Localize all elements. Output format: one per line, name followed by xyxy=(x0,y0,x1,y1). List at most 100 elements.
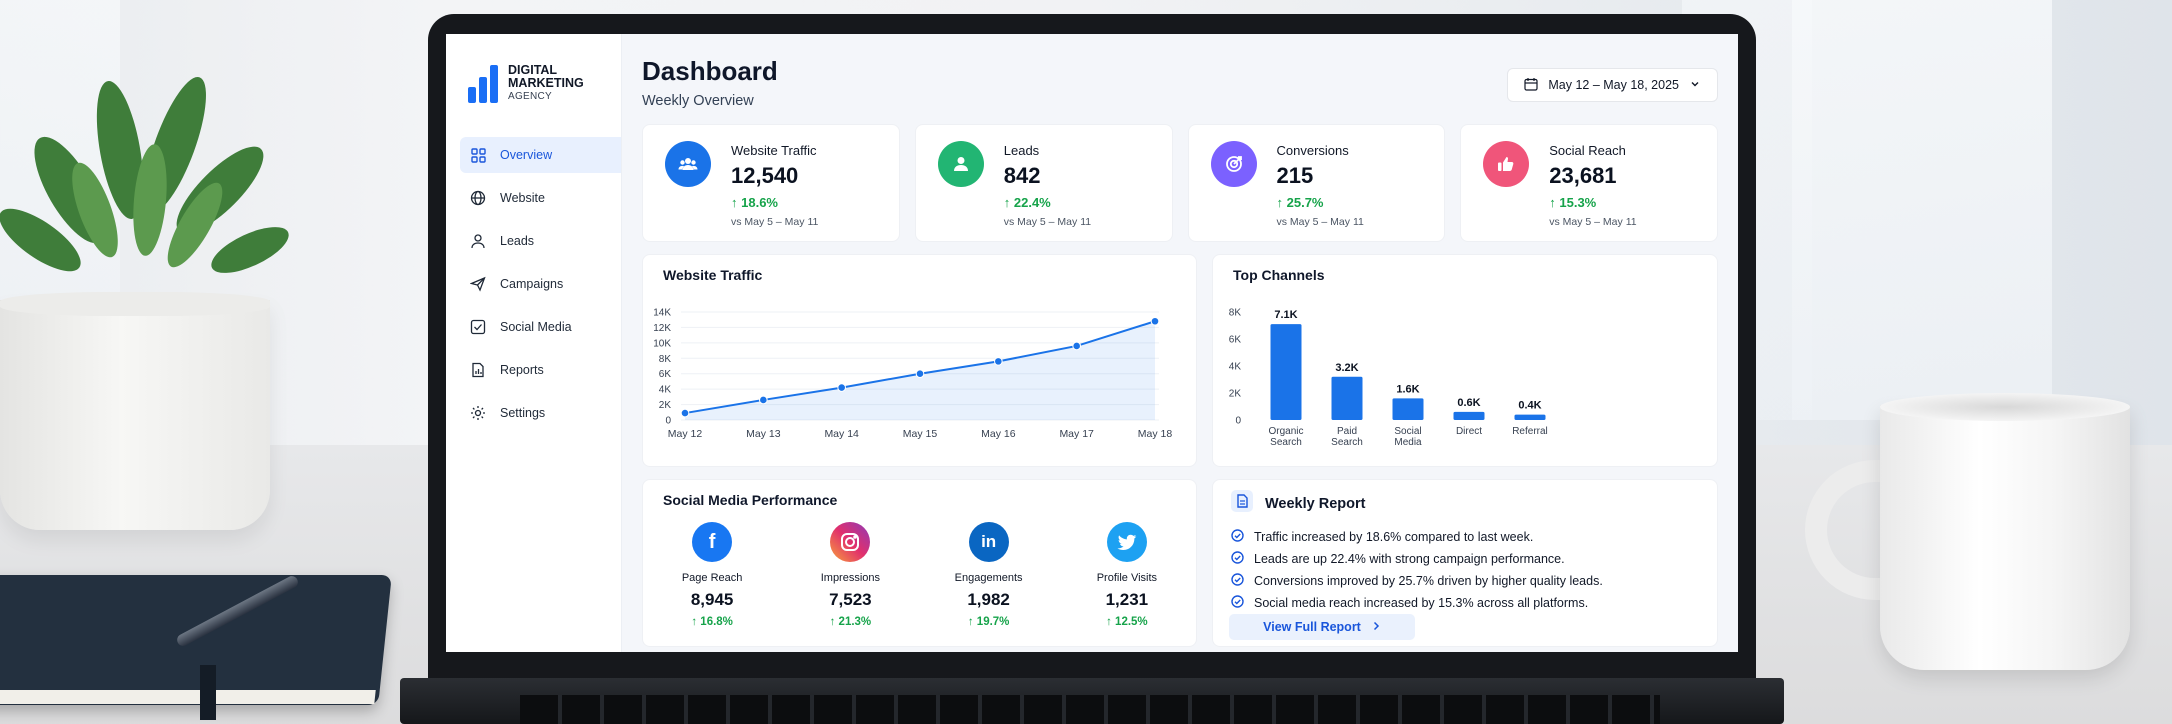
check-circle-icon xyxy=(1231,551,1244,567)
brand-line-1: DIGITAL xyxy=(508,63,558,77)
arrow-up-icon: ↑ xyxy=(1106,616,1116,628)
social-label: Profile Visits xyxy=(1096,572,1158,584)
social-item-facebook[interactable]: f Page Reach 8,945 ↑ 16.8% xyxy=(643,522,781,628)
thumbs-up-icon xyxy=(1483,141,1530,187)
date-range-picker[interactable]: May 12 – May 18, 2025 xyxy=(1507,68,1718,102)
y-tick-label: 0 xyxy=(665,416,671,427)
traffic-area xyxy=(685,321,1155,420)
report-icon xyxy=(470,362,486,378)
x-tick-label: Direct xyxy=(1456,426,1482,437)
y-tick-label: 8K xyxy=(659,354,672,365)
y-tick-label: 14K xyxy=(653,308,671,319)
plant-leaves xyxy=(0,76,289,273)
card-label: Leads xyxy=(1003,143,1040,158)
sidebar-item-overview[interactable]: Overview xyxy=(460,137,621,173)
card-period: vs May 5 – May 11 xyxy=(1003,216,1092,228)
card-period: vs May 5 – May 11 xyxy=(1276,216,1364,228)
check-circle-icon xyxy=(1231,595,1244,611)
arrow-up-icon: ↑ xyxy=(1549,195,1560,210)
bar xyxy=(1392,398,1424,420)
x-tick-label: Organic xyxy=(1268,426,1303,437)
y-tick-label: 6K xyxy=(1229,335,1242,346)
sidebar-item-label: Settings xyxy=(500,406,546,420)
y-tick-label: 4K xyxy=(659,385,672,396)
social-value: 7,523 xyxy=(829,590,872,609)
arrow-up-icon: ↑ xyxy=(1003,195,1014,210)
header: Dashboard Weekly Overview May 12 – May 1… xyxy=(642,34,1718,124)
brand-logo-icon xyxy=(468,64,498,103)
card-label: Conversions xyxy=(1276,143,1349,158)
button-label: View Full Report xyxy=(1263,620,1361,634)
weekly-report-panel: Weekly Report Traffic increased by 18.6%… xyxy=(1212,479,1718,647)
social-item-instagram[interactable]: Impressions 7,523 ↑ 21.3% xyxy=(781,522,919,628)
x-tick-label: May 12 xyxy=(668,428,703,440)
social-item-twitter[interactable]: Profile Visits 1,231 ↑ 12.5% xyxy=(1058,522,1196,628)
view-full-report-button[interactable]: View Full Report xyxy=(1229,614,1415,640)
social-item-linkedin[interactable]: in Engagements 1,982 ↑ 19.7% xyxy=(920,522,1058,628)
bottom-row: Social Media Performance f Page Reach 8,… xyxy=(642,479,1718,647)
card-label: Website Traffic xyxy=(731,143,817,158)
user-icon xyxy=(470,233,486,249)
website-traffic-panel: Website Traffic 0 2K 4K 6K 8K 10K 12K 14K May 12… xyxy=(642,254,1197,467)
x-tick-label: Search xyxy=(1331,437,1363,448)
x-tick-label: Paid xyxy=(1337,426,1357,437)
sidebar-item-website[interactable]: Website xyxy=(460,180,621,216)
card-change: ↑ 25.7% xyxy=(1276,195,1324,210)
list-item: Traffic increased by 18.6% compared to l… xyxy=(1231,526,1603,548)
card-period: vs May 5 – May 11 xyxy=(1549,216,1637,228)
brand-line-3: AGENCY xyxy=(508,91,553,102)
coffee-mug xyxy=(1880,393,2130,670)
facebook-icon: f xyxy=(692,522,733,562)
social-label: Impressions xyxy=(820,572,881,584)
window-light xyxy=(1792,0,2052,420)
y-tick-label: 4K xyxy=(1229,362,1242,373)
y-tick-label: 12K xyxy=(653,323,671,334)
chevron-down-icon xyxy=(1689,78,1701,93)
x-tick-label: Media xyxy=(1394,437,1422,448)
data-label: 0.4K xyxy=(1518,400,1541,412)
keyboard xyxy=(520,695,1660,724)
charts-row: Website Traffic 0 2K 4K 6K 8K 10K 12K 14K May 12… xyxy=(642,254,1718,467)
list-item: Leads are up 22.4% with strong campaign … xyxy=(1231,548,1603,570)
page-title: Dashboard xyxy=(642,56,778,86)
sidebar-item-label: Social Media xyxy=(500,320,572,334)
sidebar-item-campaigns[interactable]: Campaigns xyxy=(460,266,621,302)
bar xyxy=(1331,376,1363,420)
x-tick-label: Social xyxy=(1394,426,1421,437)
target-icon xyxy=(1210,141,1257,187)
sidebar-item-label: Leads xyxy=(500,234,535,248)
card-label: Social Reach xyxy=(1549,143,1626,158)
kpi-card-leads[interactable]: Leads 842 ↑ 22.4% vs May 5 – May 11 xyxy=(914,124,1173,242)
card-change: ↑ 18.6% xyxy=(731,195,778,210)
check-circle-icon xyxy=(1231,573,1244,589)
kpi-card-conversions[interactable]: Conversions 215 ↑ 25.7% vs May 5 – May 1… xyxy=(1187,124,1446,242)
bar xyxy=(1453,411,1485,420)
data-point xyxy=(837,383,846,392)
data-point xyxy=(1150,316,1160,326)
sidebar-item-social-media[interactable]: Social Media xyxy=(460,309,621,345)
sidebar-item-label: Campaigns xyxy=(500,277,564,291)
main-content: Dashboard Weekly Overview May 12 – May 1… xyxy=(622,34,1738,652)
data-point xyxy=(759,395,768,405)
kpi-card-social-reach[interactable]: Social Reach 23,681 ↑ 15.3% vs May 5 – M… xyxy=(1460,124,1718,242)
data-label: 3.2K xyxy=(1335,362,1358,374)
data-label: 7.1K xyxy=(1274,309,1297,321)
arrow-up-icon: ↑ xyxy=(967,616,977,628)
card-value: 23,681 xyxy=(1549,163,1617,188)
social-media-panel: Social Media Performance f Page Reach 8,… xyxy=(642,479,1197,647)
social-change: ↑ 19.7% xyxy=(967,616,1010,628)
panel-title: Social Media Performance xyxy=(663,492,838,508)
sidebar-item-reports[interactable]: Reports xyxy=(460,352,621,388)
kpi-card-website-traffic[interactable]: Website Traffic 12,540 ↑ 18.6% vs May 5 … xyxy=(642,124,900,242)
bar xyxy=(1514,414,1546,420)
brand[interactable]: DIGITAL MARKETING AGENCY xyxy=(460,64,621,103)
sidebar-item-settings[interactable]: Settings xyxy=(460,395,621,431)
checkbox-icon xyxy=(470,319,486,335)
notebook-pages xyxy=(0,690,376,704)
sidebar-item-leads[interactable]: Leads xyxy=(460,223,621,259)
website-traffic-chart[interactable]: 0 2K 4K 6K 8K 10K 12K 14K May 12 May 13 May 14 May … xyxy=(643,255,1198,468)
user-icon xyxy=(937,141,984,187)
x-tick-label: May 16 xyxy=(981,428,1016,440)
y-tick-label: 2K xyxy=(1229,389,1242,400)
